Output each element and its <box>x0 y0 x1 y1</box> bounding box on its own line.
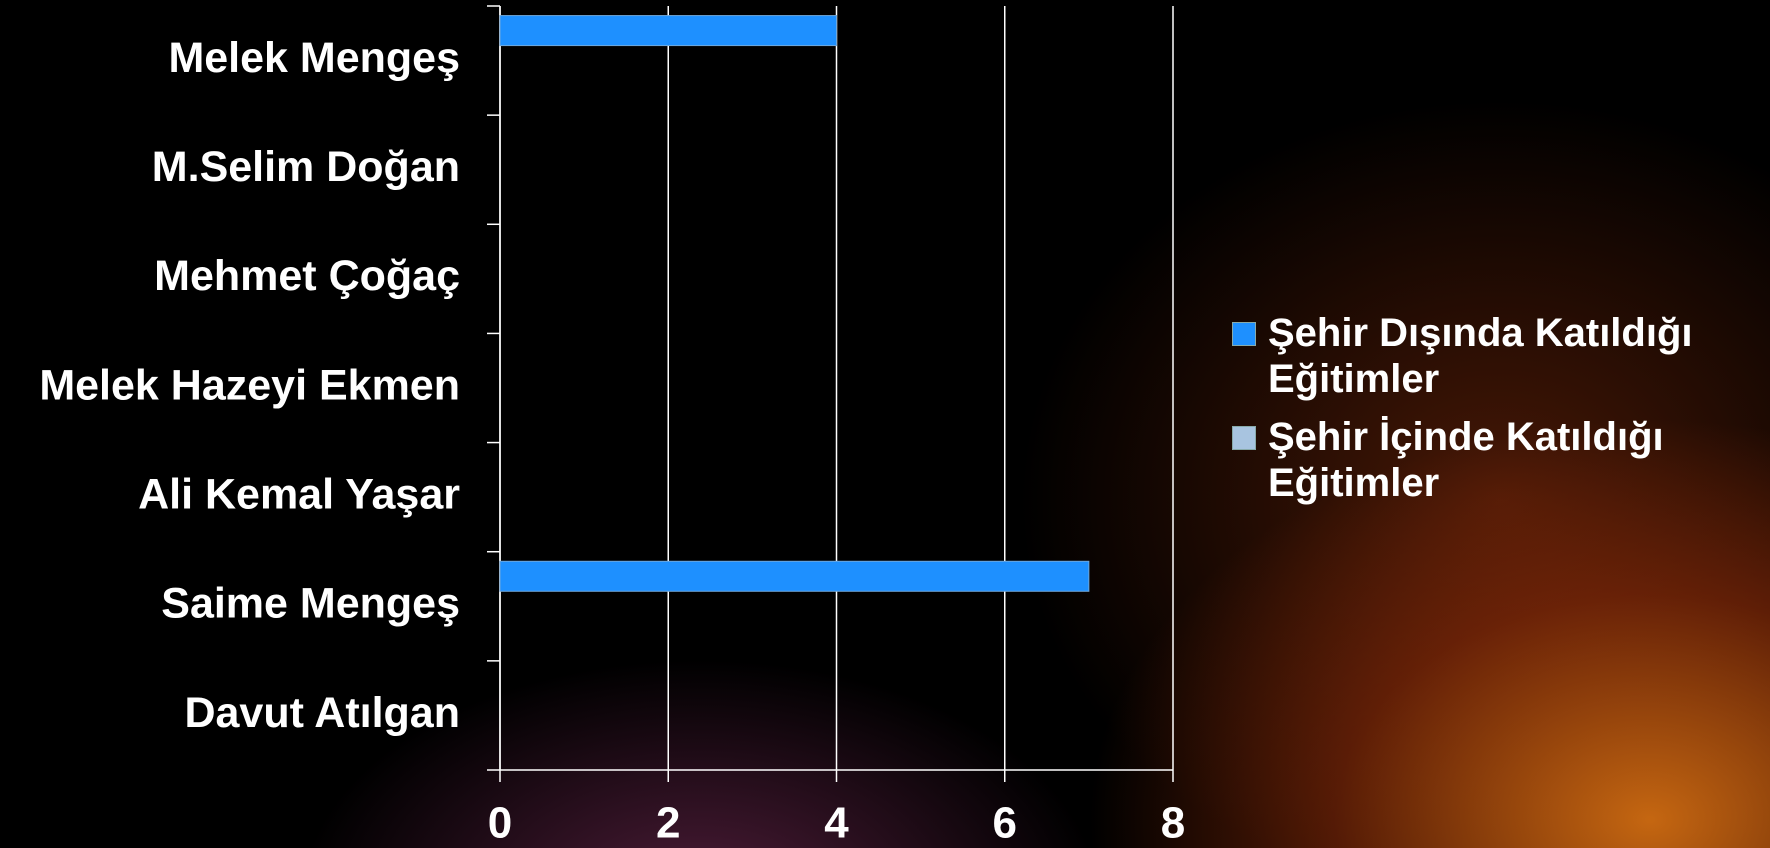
x-tick-label: 4 <box>824 799 849 848</box>
legend-item: Şehir Dışında Katıldığı Eğitimler <box>1232 310 1752 402</box>
y-tick-label: Mehmet Çoğaç <box>154 252 460 300</box>
y-tick-label: Melek Mengeş <box>168 34 460 82</box>
y-tick-label: M.Selim Doğan <box>152 143 460 191</box>
y-tick-label: Saime Mengeş <box>161 580 460 628</box>
y-tick-label: Ali Kemal Yaşar <box>138 471 460 519</box>
legend-swatch <box>1232 322 1256 346</box>
x-tick-label: 6 <box>993 799 1017 848</box>
x-tick-label: 2 <box>656 799 680 848</box>
bar <box>499 15 837 47</box>
legend-label: Şehir Dışında Katıldığı Eğitimler <box>1268 311 1693 401</box>
legend: Şehir Dışında Katıldığı Eğitimler Şehir İ… <box>1232 310 1752 518</box>
bar <box>499 560 1090 592</box>
x-tick-label: 0 <box>488 799 512 848</box>
y-tick-label: Melek Hazeyi Ekmen <box>39 361 460 409</box>
legend-label: Şehir İçinde Katıldığı Eğitimler <box>1268 415 1664 505</box>
y-tick-label: Davut Atılgan <box>184 689 460 737</box>
x-tick-label: 8 <box>1161 799 1185 848</box>
legend-swatch <box>1232 426 1256 450</box>
legend-item: Şehir İçinde Katıldığı Eğitimler <box>1232 414 1752 506</box>
